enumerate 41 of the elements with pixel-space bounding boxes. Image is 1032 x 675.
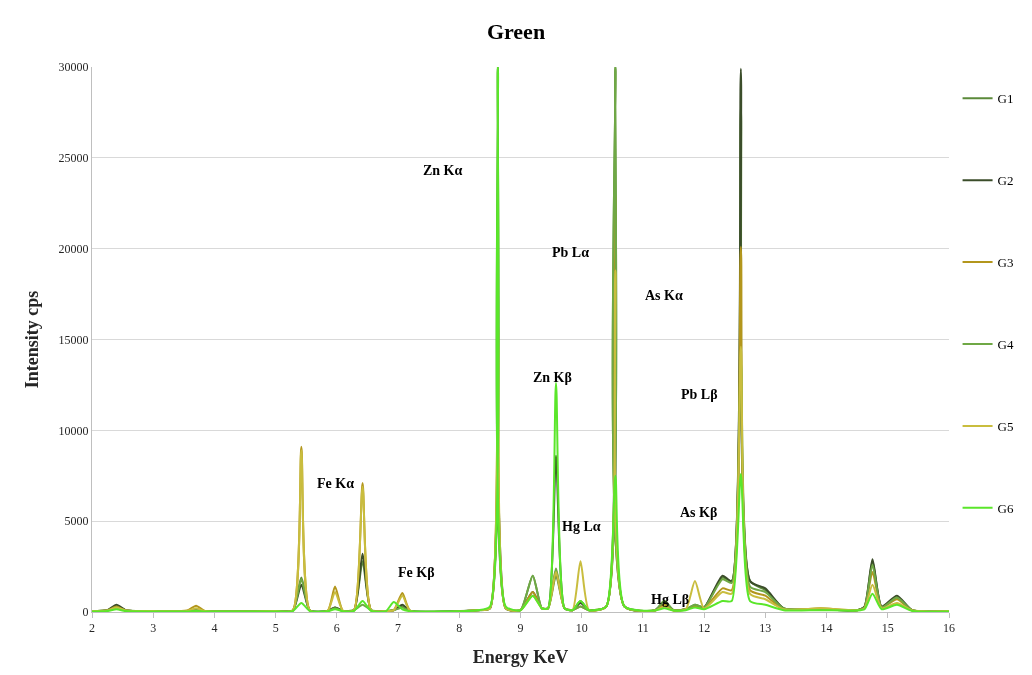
annotation: Hg Lβ: [651, 592, 690, 607]
x-tick-label: 7: [395, 621, 402, 636]
chart-title: Green: [486, 19, 546, 45]
annotation: As Kα: [645, 288, 683, 303]
x-tick-label: 2: [89, 621, 95, 636]
x-tick-label: 3: [150, 621, 157, 636]
x-tick-label: 5: [272, 621, 279, 636]
x-tick-label: 12: [698, 621, 711, 636]
legend-label: G6: [997, 500, 1014, 516]
x-tick-label: 15: [881, 621, 894, 636]
legend-label: G3: [997, 255, 1014, 271]
annotation: Pb Lα: [552, 245, 590, 260]
annotation: As Kβ: [680, 505, 718, 520]
x-axis-title: Energy KeV: [472, 646, 569, 667]
y-tick-label: 0: [82, 605, 89, 620]
x-tick-label: 14: [820, 621, 833, 636]
x-tick-label: 10: [575, 621, 588, 636]
x-tick-label: 9: [517, 621, 524, 636]
x-tick-label: 16: [943, 621, 955, 636]
annotation: Fe Kβ: [398, 565, 435, 580]
x-tick-label: 6: [333, 621, 340, 636]
x-tick-label: 13: [759, 621, 772, 636]
annotation: Pb Lβ: [681, 387, 718, 402]
x-tick-label: 11: [637, 621, 649, 636]
annotation: Fe Kα: [317, 476, 355, 491]
x-tick-label: 4: [211, 621, 218, 636]
y-tick-label: 30000: [58, 60, 89, 75]
y-tick-label: 25000: [58, 151, 89, 166]
legend-label: G1: [997, 91, 1014, 107]
x-tick-label: 8: [456, 621, 463, 636]
annotation: Zn Kβ: [533, 370, 572, 385]
legend-label: G4: [997, 337, 1014, 353]
annotation: Zn Kα: [423, 163, 463, 178]
y-tick-label: 10000: [58, 423, 89, 438]
y-axis-title: Intensity cps: [21, 290, 42, 389]
legend-label: G5: [997, 418, 1014, 434]
y-tick-label: 5000: [64, 514, 89, 529]
legend-label: G2: [997, 173, 1014, 189]
y-tick-label: 15000: [58, 332, 89, 347]
annotation: Hg Lα: [562, 519, 601, 534]
y-tick-label: 20000: [58, 241, 89, 256]
